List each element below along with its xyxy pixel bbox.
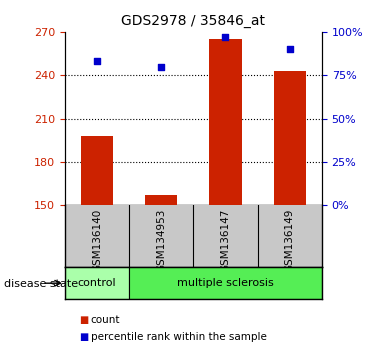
Text: ■: ■: [80, 332, 89, 342]
Text: count: count: [91, 315, 120, 325]
Text: ■: ■: [80, 315, 89, 325]
Point: [287, 46, 293, 52]
Bar: [129, 267, 322, 299]
Text: control: control: [78, 278, 116, 288]
Point: [222, 34, 228, 40]
Bar: [274, 71, 306, 205]
Text: disease state: disease state: [4, 279, 78, 289]
Text: GSM136140: GSM136140: [92, 209, 102, 272]
Text: GSM136147: GSM136147: [221, 209, 231, 272]
Bar: [65, 267, 129, 299]
Text: GSM134953: GSM134953: [156, 209, 166, 272]
Point: [158, 64, 164, 69]
Text: GSM136149: GSM136149: [285, 209, 295, 272]
Text: percentile rank within the sample: percentile rank within the sample: [91, 332, 266, 342]
Bar: [209, 39, 242, 205]
Text: multiple sclerosis: multiple sclerosis: [177, 278, 274, 288]
Bar: [145, 195, 177, 205]
Point: [94, 58, 100, 64]
Bar: [81, 136, 113, 205]
Title: GDS2978 / 35846_at: GDS2978 / 35846_at: [121, 14, 265, 28]
